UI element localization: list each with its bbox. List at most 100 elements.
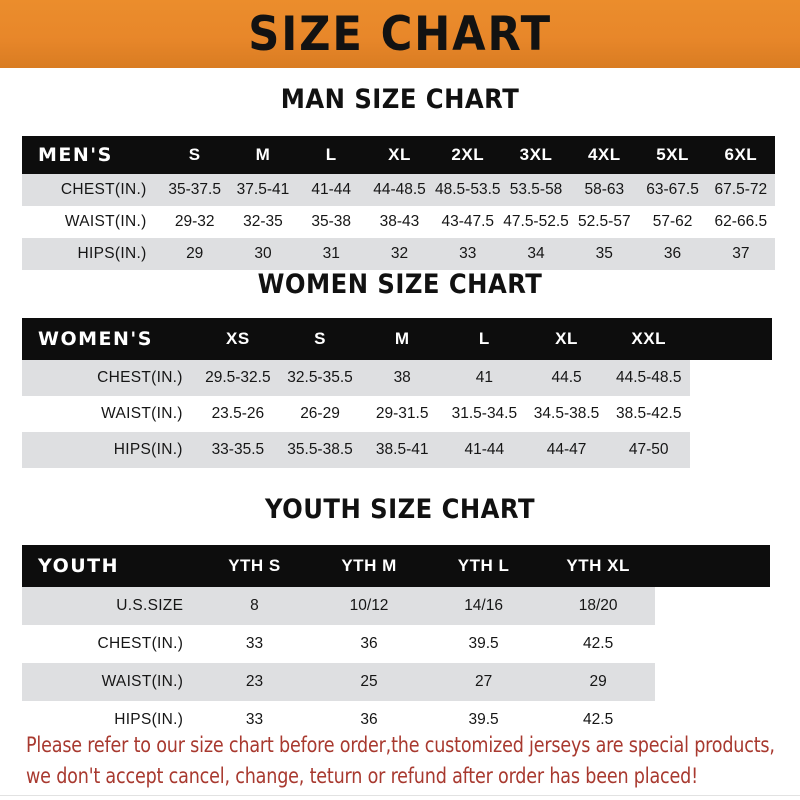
youth-header-spacer xyxy=(655,545,770,587)
measurement-cell: 43-47.5 xyxy=(433,206,502,238)
man-column-header: 6XL xyxy=(724,145,758,164)
man-row-label: HIPS(IN.) xyxy=(22,238,161,270)
measurement-cell: 39.5 xyxy=(426,625,541,663)
youth-column-header: YTH M xyxy=(341,556,397,575)
measurement-cell: 44.5 xyxy=(525,360,608,396)
women-table-body: WOMEN'S XS S M L XL XXL CHEST(IN.) 29.5-32.5 32.5… xyxy=(22,318,772,468)
measurement-cell: 42.5 xyxy=(540,701,656,739)
man-row-label: WAIST(IN.) xyxy=(22,206,161,238)
measurement-cell: 57-62 xyxy=(638,206,707,238)
measurement-cell: 23 xyxy=(197,663,312,701)
man-column-header: 4XL xyxy=(587,145,621,164)
measurement-cell: 44-47 xyxy=(525,432,608,468)
measurement-cell: 29-32 xyxy=(160,206,229,238)
measurement-cell: 44.5-48.5 xyxy=(607,360,690,396)
table-row: CHEST(IN.) 29.5-32.5 32.5-35.5 38 41 44.5 44.5… xyxy=(22,360,772,396)
youth-column-header: YTH XL xyxy=(566,556,630,575)
women-column-header: S xyxy=(314,329,326,348)
disclaimer-note: Please refer to our size chart before or… xyxy=(26,730,778,792)
measurement-cell: 32 xyxy=(365,238,434,270)
table-row: CHEST(IN.) 33 36 39.5 42.5 xyxy=(22,625,770,663)
measurement-cell: 35-38 xyxy=(297,206,366,238)
women-column-header: XXL xyxy=(631,329,666,348)
measurement-cell: 53.5-58 xyxy=(501,174,571,206)
women-cell-spacer xyxy=(689,360,772,396)
man-column-header: 5XL xyxy=(656,145,689,164)
women-section-title: WOMEN SIZE CHART xyxy=(257,269,543,300)
men-table-body: MEN'S S M L XL 2XL 3XL 4XL 5XL 6XL CHEST(IN.) 35-37… xyxy=(22,136,775,270)
measurement-cell: 44-48.5 xyxy=(365,174,434,206)
man-column-header: 3XL xyxy=(519,145,553,164)
youth-row-label: WAIST(IN.) xyxy=(22,663,198,701)
measurement-cell: 38-43 xyxy=(365,206,434,238)
measurement-cell: 31.5-34.5 xyxy=(443,396,526,432)
measurement-cell: 39.5 xyxy=(426,701,541,739)
youth-size-table: YOUTH YTH S YTH M YTH L YTH XL U.S.SIZE 8 10/12… xyxy=(22,545,770,739)
measurement-cell: 37.5-41 xyxy=(228,174,298,206)
measurement-cell: 52.5-57 xyxy=(570,206,639,238)
youth-cell-spacer xyxy=(655,663,770,701)
measurement-cell: 32-35 xyxy=(228,206,298,238)
man-header-row: MEN'S S M L XL 2XL 3XL 4XL 5XL 6XL xyxy=(22,136,775,174)
women-column-header: XL xyxy=(555,329,578,348)
measurement-cell: 10/12 xyxy=(311,587,427,625)
measurement-cell: 35-37.5 xyxy=(160,174,229,206)
man-column-header: L xyxy=(325,145,337,164)
measurement-cell: 35 xyxy=(570,238,639,270)
measurement-cell: 23.5-26 xyxy=(196,396,279,432)
man-row-label: CHEST(IN.) xyxy=(22,174,161,206)
measurement-cell: 33-35.5 xyxy=(196,432,279,468)
measurement-cell: 14/16 xyxy=(426,587,541,625)
table-row: WAIST(IN.) 23.5-26 26-29 29-31.5 31.5-34.5 34… xyxy=(22,396,772,432)
measurement-cell: 29 xyxy=(540,663,656,701)
youth-row-label: CHEST(IN.) xyxy=(22,625,198,663)
measurement-cell: 41-44 xyxy=(443,432,526,468)
measurement-cell: 27 xyxy=(426,663,541,701)
table-row: HIPS(IN.) 33-35.5 35.5-38.5 38.5-41 41-44 44-… xyxy=(22,432,772,468)
youth-table-label: YOUTH xyxy=(38,555,120,577)
table-row: WAIST(IN.) 29-32 32-35 35-38 38-43 43-47.5 47.… xyxy=(22,206,775,238)
women-row-label: HIPS(IN.) xyxy=(22,432,197,468)
man-column-header: XL xyxy=(388,145,411,164)
women-header-row: WOMEN'S XS S M L XL XXL xyxy=(22,318,772,360)
women-size-table: WOMEN'S XS S M L XL XXL CHEST(IN.) 29.5-32.5 32.5… xyxy=(22,318,772,468)
measurement-cell: 47-50 xyxy=(607,432,690,468)
youth-row-label: U.S.SIZE xyxy=(22,587,198,625)
measurement-cell: 62-66.5 xyxy=(706,206,775,238)
youth-section-title: YOUTH SIZE CHART xyxy=(264,494,536,525)
youth-cell-spacer xyxy=(655,701,770,739)
youth-header-row: YOUTH YTH S YTH M YTH L YTH XL xyxy=(22,545,770,587)
measurement-cell: 29-31.5 xyxy=(361,396,444,432)
table-row: HIPS(IN.) 33 36 39.5 42.5 xyxy=(22,701,770,739)
measurement-cell: 37 xyxy=(706,238,775,270)
youth-cell-spacer xyxy=(655,587,770,625)
women-column-header: XS xyxy=(226,329,250,348)
table-row: CHEST(IN.) 35-37.5 37.5-41 41-44 44-48.5 48.5… xyxy=(22,174,775,206)
measurement-cell: 42.5 xyxy=(540,625,656,663)
size-chart-banner: SIZE CHART xyxy=(0,0,800,68)
measurement-cell: 25 xyxy=(311,663,427,701)
measurement-cell: 36 xyxy=(311,625,427,663)
men-size-table: MEN'S S M L XL 2XL 3XL 4XL 5XL 6XL CHEST(IN.) 35-37… xyxy=(22,136,775,270)
measurement-cell: 41-44 xyxy=(297,174,366,206)
women-column-header: M xyxy=(394,329,410,348)
measurement-cell: 36 xyxy=(638,238,707,270)
table-row: U.S.SIZE 8 10/12 14/16 18/20 xyxy=(22,587,770,625)
measurement-cell: 48.5-53.5 xyxy=(433,174,502,206)
youth-table-body: YOUTH YTH S YTH M YTH L YTH XL U.S.SIZE 8 10/12… xyxy=(22,545,770,739)
women-cell-spacer xyxy=(689,432,772,468)
women-row-label: CHEST(IN.) xyxy=(22,360,197,396)
youth-cell-spacer xyxy=(655,625,770,663)
measurement-cell: 29 xyxy=(160,238,229,270)
women-column-header: L xyxy=(478,329,490,348)
measurement-cell: 41 xyxy=(443,360,526,396)
measurement-cell: 63-67.5 xyxy=(638,174,707,206)
measurement-cell: 32.5-35.5 xyxy=(278,360,362,396)
measurement-cell: 18/20 xyxy=(540,587,656,625)
disclaimer-line-2: we don't accept cancel, change, teturn o… xyxy=(26,764,698,788)
banner-title: SIZE CHART xyxy=(248,6,552,62)
measurement-cell: 38 xyxy=(361,360,444,396)
man-column-header: S xyxy=(188,145,201,164)
measurement-cell: 33 xyxy=(197,701,312,739)
measurement-cell: 33 xyxy=(433,238,502,270)
